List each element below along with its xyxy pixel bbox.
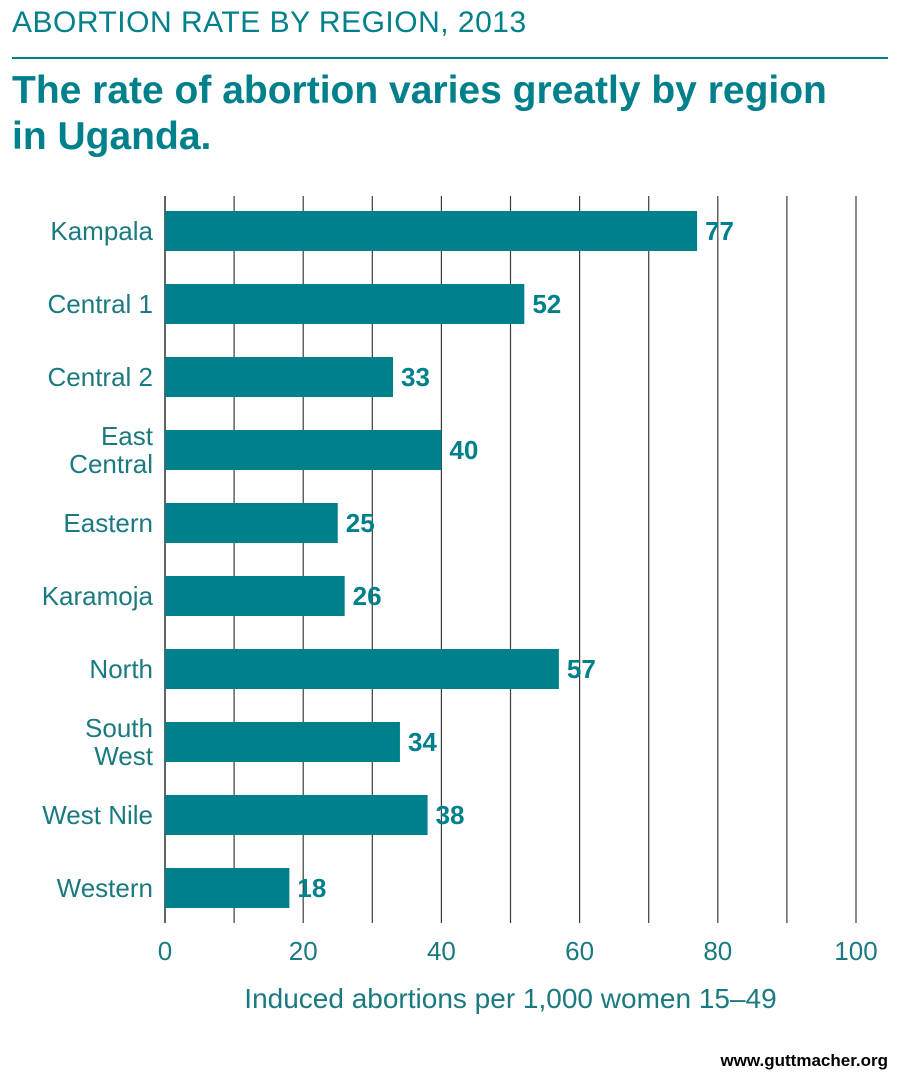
category-label: Central 1 [48, 289, 154, 319]
value-label: 25 [346, 508, 375, 538]
source-url: www.guttmacher.org [720, 1051, 888, 1070]
bar [165, 868, 290, 908]
x-axis-label: Induced abortions per 1,000 women 15–49 [244, 983, 776, 1014]
x-tick-label: 40 [427, 936, 456, 966]
value-label: 18 [297, 873, 326, 903]
bar [165, 211, 698, 251]
category-label: North [89, 654, 153, 684]
category-labels: Kampala Central 1 Central 2 East Central East… [42, 216, 154, 903]
category-label: West Nile [42, 800, 153, 830]
bar [165, 503, 338, 543]
x-tick-label: 80 [703, 936, 732, 966]
value-label: 33 [401, 362, 430, 392]
category-label: Central 2 [48, 362, 154, 392]
value-label: 26 [353, 581, 382, 611]
value-label: 52 [532, 289, 561, 319]
bar [165, 357, 394, 397]
category-label: South West [85, 713, 154, 771]
category-label: East Central [69, 421, 154, 479]
value-label: 40 [449, 435, 478, 465]
chart-kicker: ABORTION RATE BY REGION, 2013 [12, 6, 527, 39]
header-divider [12, 57, 888, 59]
x-tick-label: 60 [565, 936, 594, 966]
x-tick-label: 100 [834, 936, 877, 966]
x-tick-label: 0 [158, 936, 172, 966]
bar [165, 795, 428, 835]
bar [165, 430, 442, 470]
value-label: 34 [408, 727, 437, 757]
x-tick-label: 20 [289, 936, 318, 966]
category-label: Eastern [63, 508, 153, 538]
x-axis-ticks: 0 20 40 60 80 100 [158, 936, 878, 966]
bar [165, 722, 400, 762]
category-label: Western [57, 873, 153, 903]
value-label: 38 [436, 800, 465, 830]
bar [165, 284, 525, 324]
value-labels: 77 52 33 40 25 26 57 34 38 18 [297, 216, 734, 903]
bars [165, 211, 698, 908]
bar [165, 649, 559, 689]
category-label: Karamoja [42, 581, 154, 611]
category-label: Kampala [50, 216, 153, 246]
value-label: 77 [705, 216, 734, 246]
chart-headline: The rate of abortion varies greatly by r… [12, 69, 827, 158]
bar [165, 576, 345, 616]
value-label: 57 [567, 654, 596, 684]
